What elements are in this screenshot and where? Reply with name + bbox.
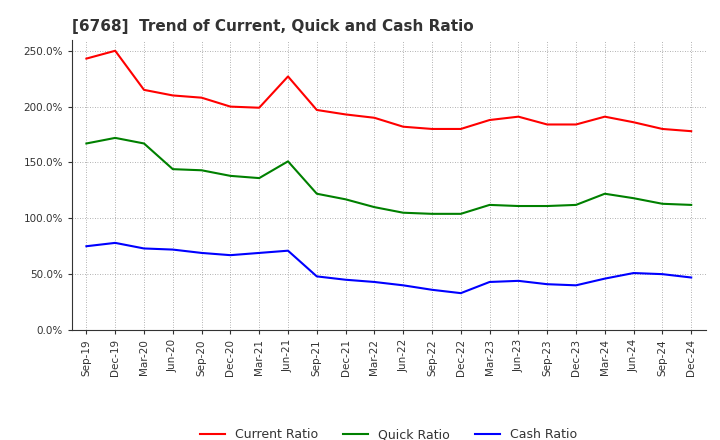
Cash Ratio xyxy=(456,290,465,296)
Cash Ratio xyxy=(687,275,696,280)
Current Ratio xyxy=(255,105,264,110)
Quick Ratio xyxy=(629,195,638,201)
Quick Ratio xyxy=(428,211,436,216)
Cash Ratio xyxy=(629,271,638,276)
Quick Ratio xyxy=(514,203,523,209)
Quick Ratio xyxy=(312,191,321,196)
Current Ratio xyxy=(572,122,580,127)
Quick Ratio xyxy=(82,141,91,146)
Quick Ratio xyxy=(456,211,465,216)
Cash Ratio xyxy=(140,246,148,251)
Text: [6768]  Trend of Current, Quick and Cash Ratio: [6768] Trend of Current, Quick and Cash … xyxy=(72,19,474,34)
Current Ratio xyxy=(284,74,292,79)
Quick Ratio xyxy=(370,205,379,210)
Current Ratio xyxy=(312,107,321,113)
Current Ratio xyxy=(341,112,350,117)
Quick Ratio xyxy=(572,202,580,208)
Cash Ratio xyxy=(428,287,436,293)
Current Ratio xyxy=(111,48,120,53)
Current Ratio xyxy=(226,104,235,109)
Quick Ratio xyxy=(168,166,177,172)
Cash Ratio xyxy=(168,247,177,252)
Cash Ratio xyxy=(284,248,292,253)
Current Ratio xyxy=(485,117,494,123)
Cash Ratio xyxy=(82,244,91,249)
Cash Ratio xyxy=(543,282,552,287)
Cash Ratio xyxy=(197,250,206,256)
Current Ratio xyxy=(140,87,148,92)
Quick Ratio xyxy=(600,191,609,196)
Cash Ratio xyxy=(370,279,379,285)
Quick Ratio xyxy=(111,135,120,140)
Current Ratio xyxy=(687,128,696,134)
Quick Ratio xyxy=(485,202,494,208)
Quick Ratio xyxy=(543,203,552,209)
Line: Current Ratio: Current Ratio xyxy=(86,51,691,131)
Quick Ratio xyxy=(687,202,696,208)
Current Ratio xyxy=(399,124,408,129)
Current Ratio xyxy=(456,126,465,132)
Current Ratio xyxy=(168,93,177,98)
Cash Ratio xyxy=(485,279,494,285)
Line: Cash Ratio: Cash Ratio xyxy=(86,243,691,293)
Cash Ratio xyxy=(658,271,667,277)
Cash Ratio xyxy=(600,276,609,281)
Legend: Current Ratio, Quick Ratio, Cash Ratio: Current Ratio, Quick Ratio, Cash Ratio xyxy=(195,423,582,440)
Current Ratio xyxy=(658,126,667,132)
Cash Ratio xyxy=(572,282,580,288)
Quick Ratio xyxy=(197,168,206,173)
Current Ratio xyxy=(82,56,91,61)
Cash Ratio xyxy=(111,240,120,246)
Quick Ratio xyxy=(658,201,667,206)
Current Ratio xyxy=(600,114,609,119)
Current Ratio xyxy=(629,120,638,125)
Quick Ratio xyxy=(140,141,148,146)
Cash Ratio xyxy=(341,277,350,282)
Current Ratio xyxy=(370,115,379,121)
Cash Ratio xyxy=(312,274,321,279)
Current Ratio xyxy=(197,95,206,100)
Cash Ratio xyxy=(514,278,523,283)
Quick Ratio xyxy=(255,176,264,181)
Cash Ratio xyxy=(399,282,408,288)
Current Ratio xyxy=(543,122,552,127)
Current Ratio xyxy=(428,126,436,132)
Quick Ratio xyxy=(399,210,408,215)
Quick Ratio xyxy=(284,159,292,164)
Current Ratio xyxy=(514,114,523,119)
Quick Ratio xyxy=(226,173,235,179)
Line: Quick Ratio: Quick Ratio xyxy=(86,138,691,214)
Quick Ratio xyxy=(341,197,350,202)
Cash Ratio xyxy=(226,253,235,258)
Cash Ratio xyxy=(255,250,264,256)
